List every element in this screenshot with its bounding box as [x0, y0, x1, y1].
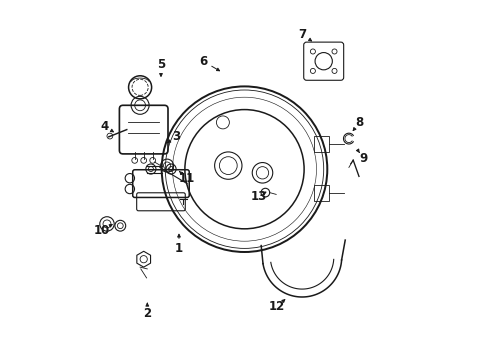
- Text: 6: 6: [199, 55, 207, 68]
- Text: 9: 9: [359, 152, 366, 165]
- Text: 2: 2: [143, 307, 151, 320]
- Text: 11: 11: [179, 172, 195, 185]
- Text: 5: 5: [157, 58, 165, 71]
- Text: 1: 1: [175, 242, 183, 255]
- Text: 13: 13: [250, 190, 266, 203]
- Text: 4: 4: [100, 120, 108, 132]
- Text: 7: 7: [297, 28, 305, 41]
- Text: 3: 3: [172, 130, 180, 143]
- Text: 8: 8: [355, 116, 363, 129]
- Text: 12: 12: [268, 300, 285, 313]
- Text: 10: 10: [94, 224, 110, 237]
